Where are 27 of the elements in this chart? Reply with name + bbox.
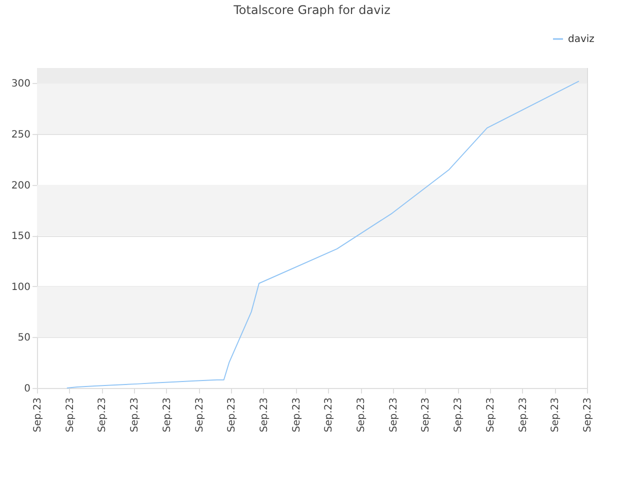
x-tick-label: Sep.23: [291, 398, 302, 432]
x-tick-label: Sep.23: [485, 398, 496, 432]
y-tick-label: 200: [11, 180, 30, 192]
y-tick-label: 100: [11, 282, 30, 293]
x-tick-label: Sep.23: [130, 398, 141, 432]
x-tick-label: Sep.23: [258, 398, 270, 432]
y-tick-label: 150: [11, 231, 30, 242]
y-tick-label: 0: [24, 384, 30, 394]
x-tick-label: Sep.23: [356, 398, 368, 432]
x-tick-label: Sep.23: [226, 398, 238, 432]
x-tick-label: Sep.23: [518, 398, 529, 432]
x-tick-label: Sep.23: [388, 398, 400, 432]
x-tick-label: Sep.23: [453, 398, 464, 432]
x-tick-label: Sep.23: [162, 398, 173, 432]
x-tick-label: Sep.23: [550, 398, 562, 432]
x-tick-label: Sep.23: [32, 398, 44, 432]
y-tick-label: 300: [11, 78, 30, 90]
legend-label: daviz: [568, 34, 594, 45]
x-tick-label: Sep.23: [64, 398, 76, 432]
x-tick-label: Sep.23: [420, 398, 432, 432]
y-tick-label: 250: [11, 130, 30, 141]
chart-title: Totalscore Graph for daviz: [232, 3, 390, 17]
x-tick-label: Sep.23: [324, 398, 335, 432]
y-tick-label: 50: [18, 332, 30, 344]
x-tick-label: Sep.23: [97, 398, 108, 432]
x-tick-label: Sep.23: [194, 398, 206, 432]
x-tick-label: Sep.23: [582, 398, 594, 432]
